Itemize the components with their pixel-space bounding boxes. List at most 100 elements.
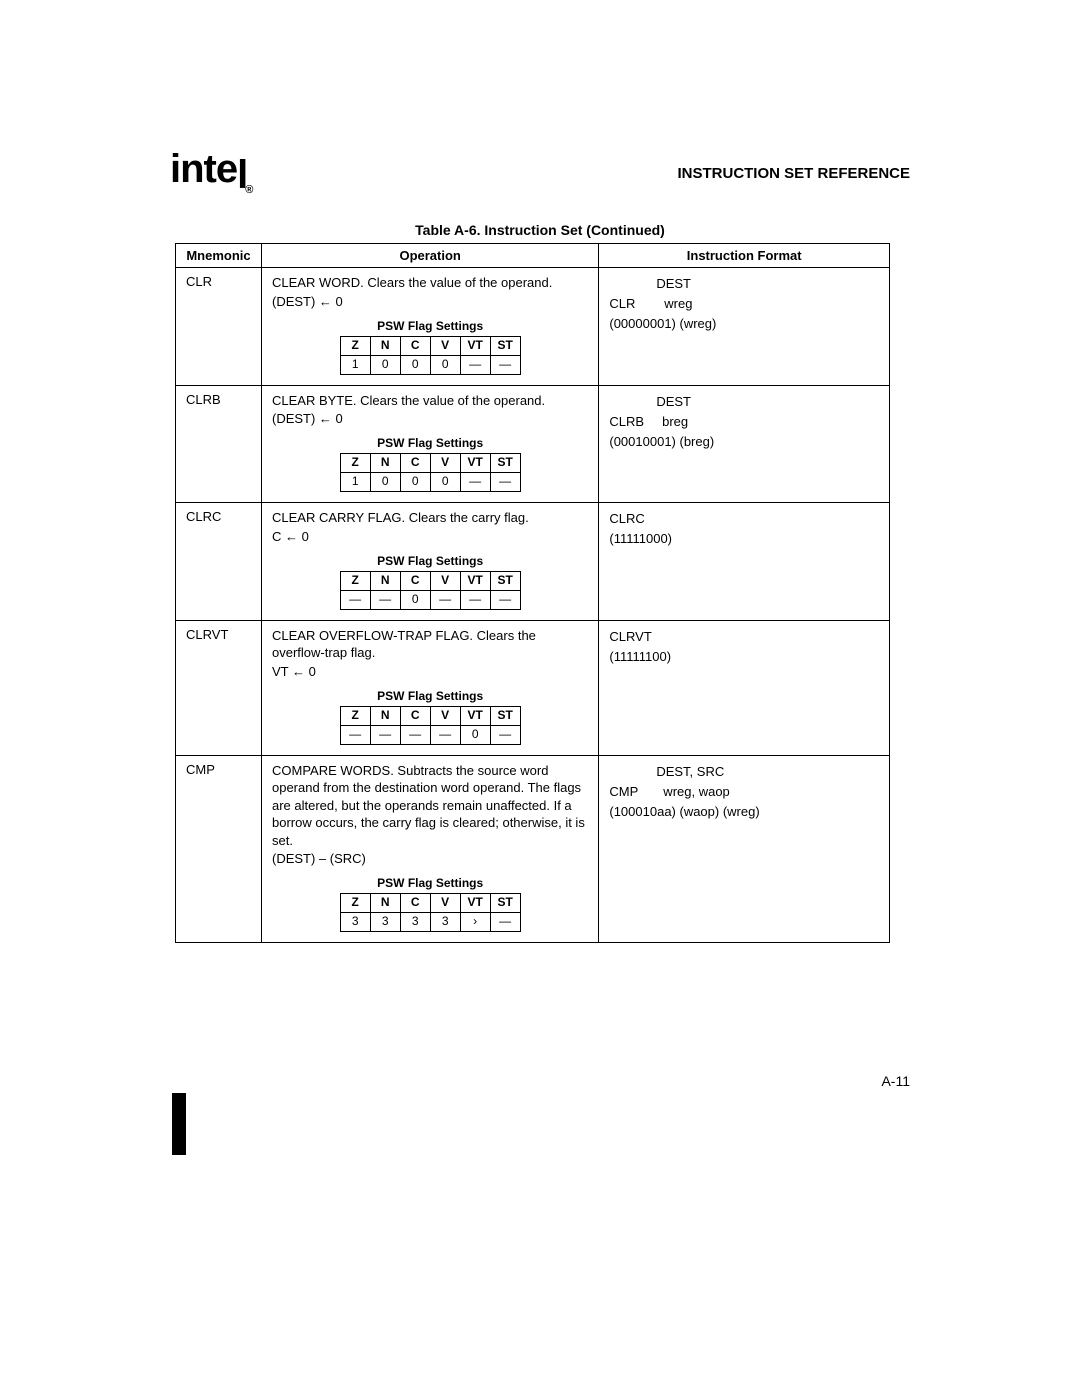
- psw-value-cell: 0: [430, 355, 460, 374]
- operation-cell: COMPARE WORDS. Subtracts the source word…: [261, 755, 598, 943]
- table-row: CLRCCLEAR CARRY FLAG. Clears the carry f…: [176, 503, 890, 621]
- psw-header-cell: ST: [490, 706, 520, 725]
- psw-header-cell: V: [430, 454, 460, 473]
- psw-caption: PSW Flag Settings: [340, 689, 521, 706]
- psw-header-cell: V: [430, 706, 460, 725]
- mnemonic-cell: CMP: [176, 755, 262, 943]
- format-cell: DEST, SRCCMP wreg, waop(100010aa) (waop)…: [599, 755, 890, 943]
- psw-value-cell: —: [430, 590, 460, 609]
- psw-header-cell: Z: [340, 894, 370, 913]
- operation-formula: VT ← 0: [272, 664, 588, 679]
- format-line: (00010001) (breg): [609, 432, 879, 452]
- operation-cell: CLEAR CARRY FLAG. Clears the carry flag.…: [261, 503, 598, 621]
- psw-header-cell: Z: [340, 571, 370, 590]
- page-number: A-11: [881, 1073, 910, 1089]
- psw-header-cell: ST: [490, 894, 520, 913]
- psw-value-cell: —: [460, 355, 490, 374]
- psw-header-cell: C: [400, 571, 430, 590]
- instruction-table: Mnemonic Operation Instruction Format CL…: [175, 243, 890, 943]
- psw-header-cell: C: [400, 454, 430, 473]
- psw-value-cell: 3: [370, 913, 400, 932]
- psw-value-cell: —: [460, 473, 490, 492]
- operation-formula: (DEST) ← 0: [272, 411, 588, 426]
- psw-value-cell: 0: [400, 590, 430, 609]
- mnemonic-cell: CLRC: [176, 503, 262, 621]
- intel-logo: intel®: [170, 147, 254, 194]
- psw-value-cell: 3: [400, 913, 430, 932]
- format-line: DEST: [609, 274, 879, 294]
- psw-value-cell: —: [370, 590, 400, 609]
- psw-value-cell: 0: [430, 473, 460, 492]
- operation-formula: (DEST) – (SRC): [272, 851, 588, 866]
- psw-value-cell: 0: [400, 473, 430, 492]
- logo-text-1: int: [170, 147, 216, 191]
- psw-value-cell: 0: [400, 355, 430, 374]
- mnemonic-cell: CLRB: [176, 385, 262, 503]
- psw-header-cell: N: [370, 336, 400, 355]
- table-row: CLRVT CLEAR OVERFLOW-TRAP FLAG. Clears th…: [176, 620, 890, 755]
- psw-value-cell: —: [460, 590, 490, 609]
- psw-header-cell: Z: [340, 706, 370, 725]
- psw-header-cell: VT: [460, 894, 490, 913]
- psw-value-cell: —: [490, 725, 520, 744]
- col-header-operation: Operation: [261, 244, 598, 268]
- psw-header-cell: V: [430, 571, 460, 590]
- operation-description: CLEAR CARRY FLAG. Clears the carry flag.: [272, 509, 588, 527]
- table-row: CLRBCLEAR BYTE. Clears the value of the …: [176, 385, 890, 503]
- psw-value-cell: 1: [340, 355, 370, 374]
- operation-cell: CLEAR BYTE. Clears the value of the oper…: [261, 385, 598, 503]
- psw-header-cell: C: [400, 336, 430, 355]
- operation-description: CLEAR OVERFLOW-TRAP FLAG. Clears the ove…: [272, 627, 588, 662]
- section-title: INSTRUCTION SET REFERENCE: [677, 165, 910, 182]
- operation-formula: (DEST) ← 0: [272, 294, 588, 309]
- format-line: CLRC: [609, 509, 879, 529]
- psw-header-cell: V: [430, 336, 460, 355]
- table-row: CMPCOMPARE WORDS. Subtracts the source w…: [176, 755, 890, 943]
- operation-cell: CLEAR WORD. Clears the value of the oper…: [261, 268, 598, 386]
- psw-value-cell: 0: [370, 355, 400, 374]
- psw-value-cell: 1: [340, 473, 370, 492]
- psw-value-cell: 0: [370, 473, 400, 492]
- psw-value-cell: —: [370, 725, 400, 744]
- psw-header-cell: ST: [490, 454, 520, 473]
- format-line: CMP wreg, waop: [609, 782, 879, 802]
- psw-header-cell: V: [430, 894, 460, 913]
- psw-value-cell: 0: [460, 725, 490, 744]
- logo-reg: ®: [245, 184, 252, 196]
- psw-header-cell: Z: [340, 336, 370, 355]
- format-line: (11111000): [609, 529, 879, 549]
- left-bar-mark: [172, 1093, 186, 1155]
- psw-value-cell: 3: [340, 913, 370, 932]
- psw-header-cell: VT: [460, 706, 490, 725]
- operation-cell: CLEAR OVERFLOW-TRAP FLAG. Clears the ove…: [261, 620, 598, 755]
- psw-value-cell: —: [490, 355, 520, 374]
- psw-caption: PSW Flag Settings: [340, 319, 521, 336]
- psw-value-cell: —: [340, 590, 370, 609]
- psw-caption: PSW Flag Settings: [340, 554, 521, 571]
- psw-value-cell: —: [340, 725, 370, 744]
- psw-header-cell: VT: [460, 571, 490, 590]
- operation-description: CLEAR WORD. Clears the value of the oper…: [272, 274, 588, 292]
- psw-header-cell: C: [400, 706, 430, 725]
- format-cell: DESTCLR wreg(00000001) (wreg): [599, 268, 890, 386]
- psw-value-cell: —: [400, 725, 430, 744]
- psw-header-cell: Z: [340, 454, 370, 473]
- table-caption: Table A-6. Instruction Set (Continued): [170, 222, 910, 238]
- format-line: DEST: [609, 392, 879, 412]
- psw-header-cell: VT: [460, 336, 490, 355]
- psw-value-cell: ›: [460, 913, 490, 932]
- psw-header-cell: C: [400, 894, 430, 913]
- mnemonic-cell: CLRVT: [176, 620, 262, 755]
- col-header-format: Instruction Format: [599, 244, 890, 268]
- format-line: CLRVT: [609, 627, 879, 647]
- psw-flag-table: PSW Flag SettingsZNCVVTST1000——: [340, 319, 521, 375]
- logo-text-2: e: [216, 147, 237, 191]
- psw-header-cell: N: [370, 894, 400, 913]
- format-line: (11111100): [609, 647, 879, 667]
- format-cell: DESTCLRB breg(00010001) (breg): [599, 385, 890, 503]
- psw-value-cell: —: [490, 590, 520, 609]
- psw-value-cell: —: [490, 473, 520, 492]
- psw-header-cell: N: [370, 454, 400, 473]
- psw-value-cell: —: [490, 913, 520, 932]
- psw-header-cell: N: [370, 571, 400, 590]
